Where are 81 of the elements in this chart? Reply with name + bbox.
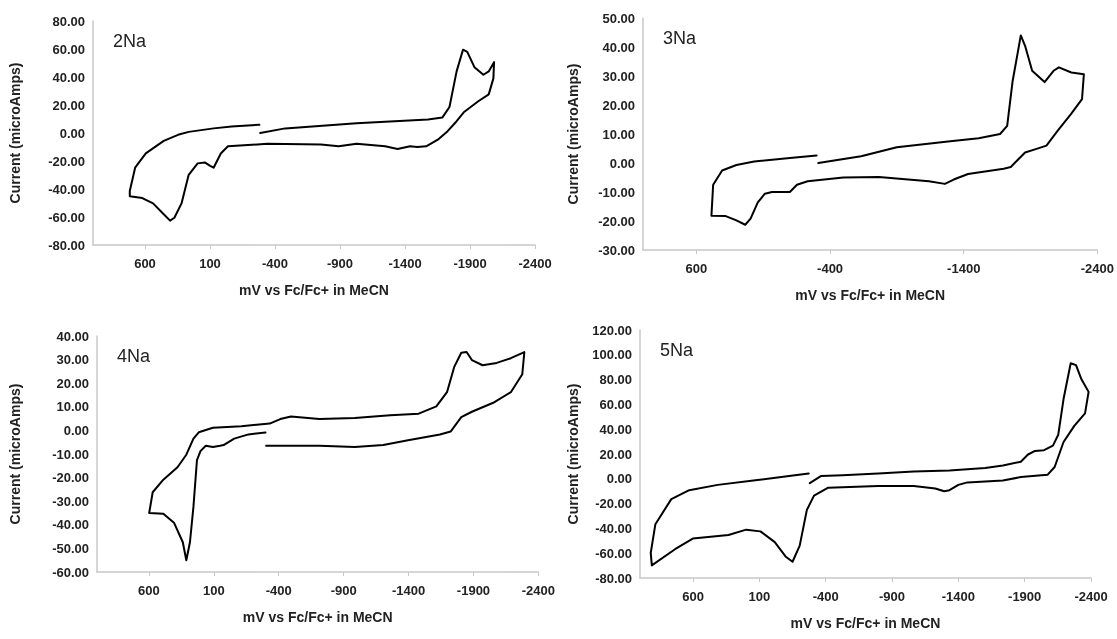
y-tick-label: 20.00 — [52, 97, 85, 113]
x-tick-label: 600 — [134, 256, 156, 271]
y-axis-title: Current (microAmps) — [565, 383, 581, 525]
x-tick-label: -1400 — [947, 261, 981, 276]
y-tick-label: -40.00 — [595, 520, 632, 536]
line-series — [710, 34, 1085, 226]
x-tick-label: -1900 — [1008, 589, 1042, 604]
x-axis-title: mV vs Fc/Fc+ in MeCN — [242, 609, 393, 625]
y-tick-label: 40.00 — [602, 39, 635, 55]
text: 5Na — [660, 340, 695, 360]
y-tick-label: 60.00 — [52, 41, 85, 57]
x-tick-label: -2400 — [1074, 589, 1108, 604]
x-tick-label: -1400 — [388, 256, 422, 271]
y-tick-label: 20.00 — [602, 97, 635, 113]
y-tick-label: -30.00 — [52, 493, 89, 509]
y-axis-title: Current (microAmps) — [7, 62, 23, 204]
y-tick-label: 20.00 — [56, 375, 89, 391]
x-tick-label: -400 — [812, 589, 839, 604]
y-tick-label: -10.00 — [598, 184, 635, 200]
y-tick-label: 50.00 — [602, 10, 635, 26]
text: 2Na — [113, 31, 148, 51]
x-tick-label: 100 — [199, 256, 221, 271]
y-tick-label: 0.00 — [63, 422, 89, 438]
y-tick-label: -40.00 — [52, 517, 89, 533]
x-tick-label: -2400 — [518, 256, 552, 271]
x-tick-label: -1400 — [941, 589, 975, 604]
x-tick-label: -900 — [330, 583, 357, 598]
x-tick-label: 600 — [682, 589, 704, 604]
x-tick-label: -400 — [265, 583, 292, 598]
x-tick-label: -400 — [817, 261, 844, 276]
y-tick-label: 100.00 — [592, 347, 632, 363]
y-tick-label: 80.00 — [52, 13, 85, 29]
y-tick-label: -40.00 — [48, 181, 85, 197]
y-axis-title: Current (microAmps) — [565, 63, 581, 205]
y-tick-label: -20.00 — [48, 153, 85, 169]
x-tick-label: 600 — [138, 583, 160, 598]
line-series — [148, 351, 526, 562]
y-tick-label: -20.00 — [598, 213, 635, 229]
text: 4Na — [117, 346, 152, 366]
y-tick-label: -30.00 — [598, 242, 635, 258]
x-tick-label: 100 — [748, 589, 771, 604]
x-axis-title: mV vs Fc/Fc+ in MeCN — [790, 615, 941, 631]
x-tick-label: -2400 — [1080, 261, 1114, 276]
x-tick-label: -400 — [261, 256, 289, 271]
x-tick-label: -2400 — [521, 583, 555, 598]
y-tick-label: -60.00 — [595, 545, 632, 561]
y-tick-label: 40.00 — [52, 69, 85, 85]
text: 3Na — [663, 28, 698, 48]
y-tick-label: 20.00 — [599, 446, 632, 462]
y-tick-label: 40.00 — [56, 328, 89, 344]
y-tick-label: 10.00 — [602, 126, 635, 142]
y-tick-label: -20.00 — [595, 496, 632, 512]
y-axis-title: Current (microAmps) — [7, 383, 23, 525]
x-tick-label: 600 — [685, 261, 708, 276]
line-series — [128, 48, 496, 222]
y-tick-label: 60.00 — [599, 396, 632, 412]
y-tick-label: -80.00 — [595, 570, 632, 586]
x-axis-title: mV vs Fc/Fc+ in MeCN — [795, 287, 946, 303]
y-tick-label: -10.00 — [52, 446, 89, 462]
x-tick-label: -900 — [879, 589, 906, 604]
x-tick-label: -1400 — [391, 583, 426, 598]
y-tick-label: 80.00 — [599, 372, 632, 388]
x-tick-label: -900 — [326, 256, 354, 271]
y-tick-label: 10.00 — [56, 399, 89, 415]
y-tick-label: 30.00 — [602, 68, 635, 84]
y-tick-label: -60.00 — [48, 209, 85, 225]
y-tick-label: 120.00 — [592, 322, 632, 338]
x-tick-label: -1900 — [456, 583, 491, 598]
y-tick-label: 30.00 — [56, 352, 89, 368]
y-tick-label: 40.00 — [599, 421, 632, 437]
y-tick-label: -80.00 — [48, 237, 85, 253]
y-tick-label: -20.00 — [52, 470, 89, 486]
y-tick-label: 0.00 — [609, 155, 635, 171]
y-tick-label: -50.00 — [52, 540, 89, 556]
x-tick-label: -1900 — [453, 256, 487, 271]
x-tick-label: 100 — [202, 583, 225, 598]
line-series — [649, 362, 1090, 567]
x-axis-title: mV vs Fc/Fc+ in MeCN — [239, 282, 389, 298]
y-tick-label: 0.00 — [606, 471, 632, 487]
y-tick-label: 0.00 — [59, 125, 85, 141]
y-tick-label: -60.00 — [52, 564, 89, 580]
